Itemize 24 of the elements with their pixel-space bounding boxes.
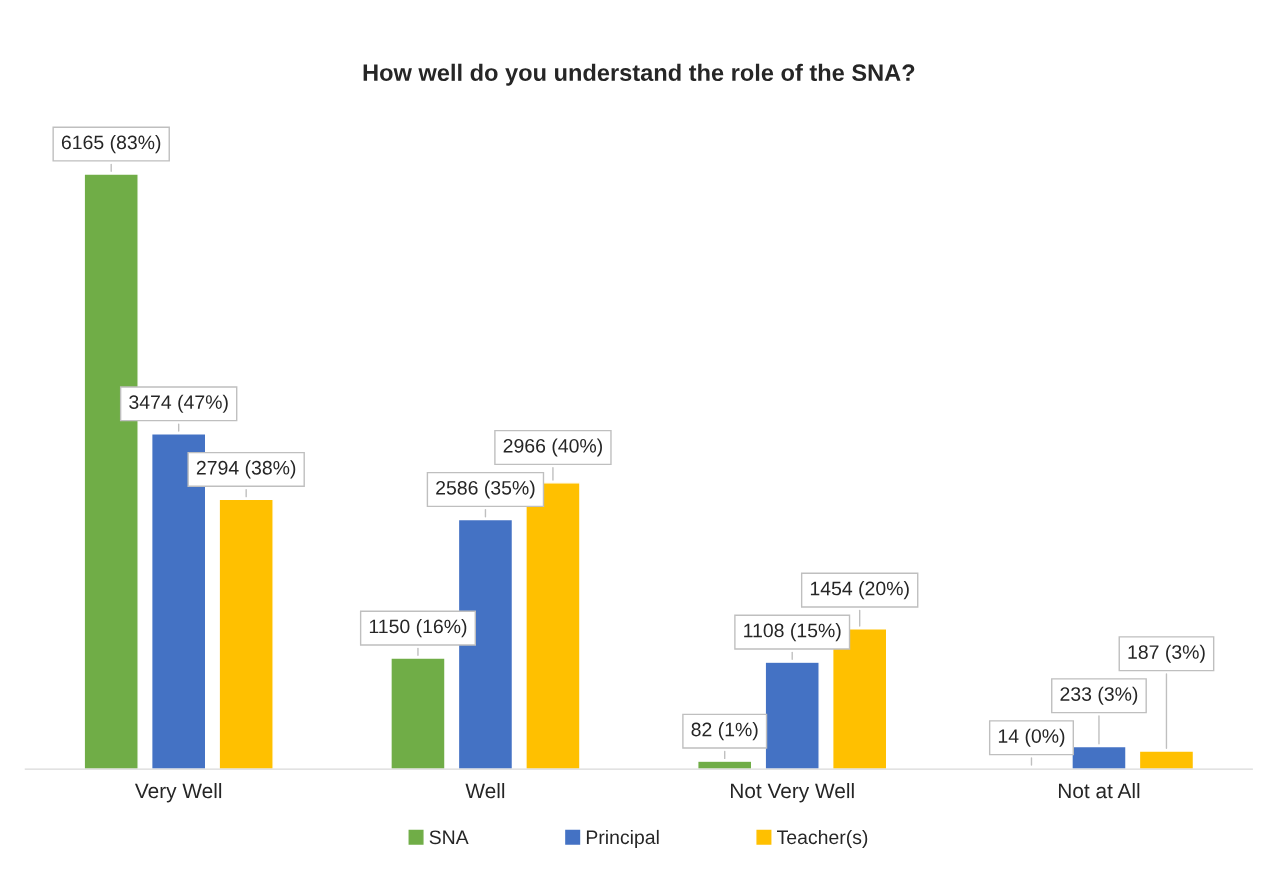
data-label: 1108 (15%) xyxy=(744,623,841,642)
data-label: 1150 (16%) xyxy=(369,619,467,638)
data-label: 82 (1%) xyxy=(691,722,758,741)
x-tick-label: Very Well xyxy=(134,782,222,803)
data-label: 14 (0%) xyxy=(998,728,1065,747)
data-label: 2794 (38%) xyxy=(196,460,296,479)
bar xyxy=(697,760,753,770)
legend-label: Teacher(s) xyxy=(777,829,868,849)
chart-title: How well do you understand the role of the SNA? xyxy=(363,63,915,86)
legend-label: Principal xyxy=(586,829,659,849)
x-tick-label: Well xyxy=(465,782,505,799)
bar xyxy=(390,657,446,770)
x-tick-label: Not at All xyxy=(1058,782,1140,799)
data-label: 187 (3%) xyxy=(1128,644,1205,663)
legend-label: SNA xyxy=(429,830,469,845)
data-label: 1454 (20%) xyxy=(810,581,909,600)
data-label: 2586 (35%) xyxy=(436,480,535,499)
data-label: 3474 (47%) xyxy=(129,394,228,413)
data-label: 233 (3%) xyxy=(1060,686,1138,705)
bar xyxy=(1138,750,1195,770)
bar xyxy=(218,498,274,770)
x-tick-label: Not Very Well xyxy=(731,782,854,803)
data-label: 6165 (83%) xyxy=(61,135,161,154)
data-label: 2966 (40%) xyxy=(503,438,602,457)
